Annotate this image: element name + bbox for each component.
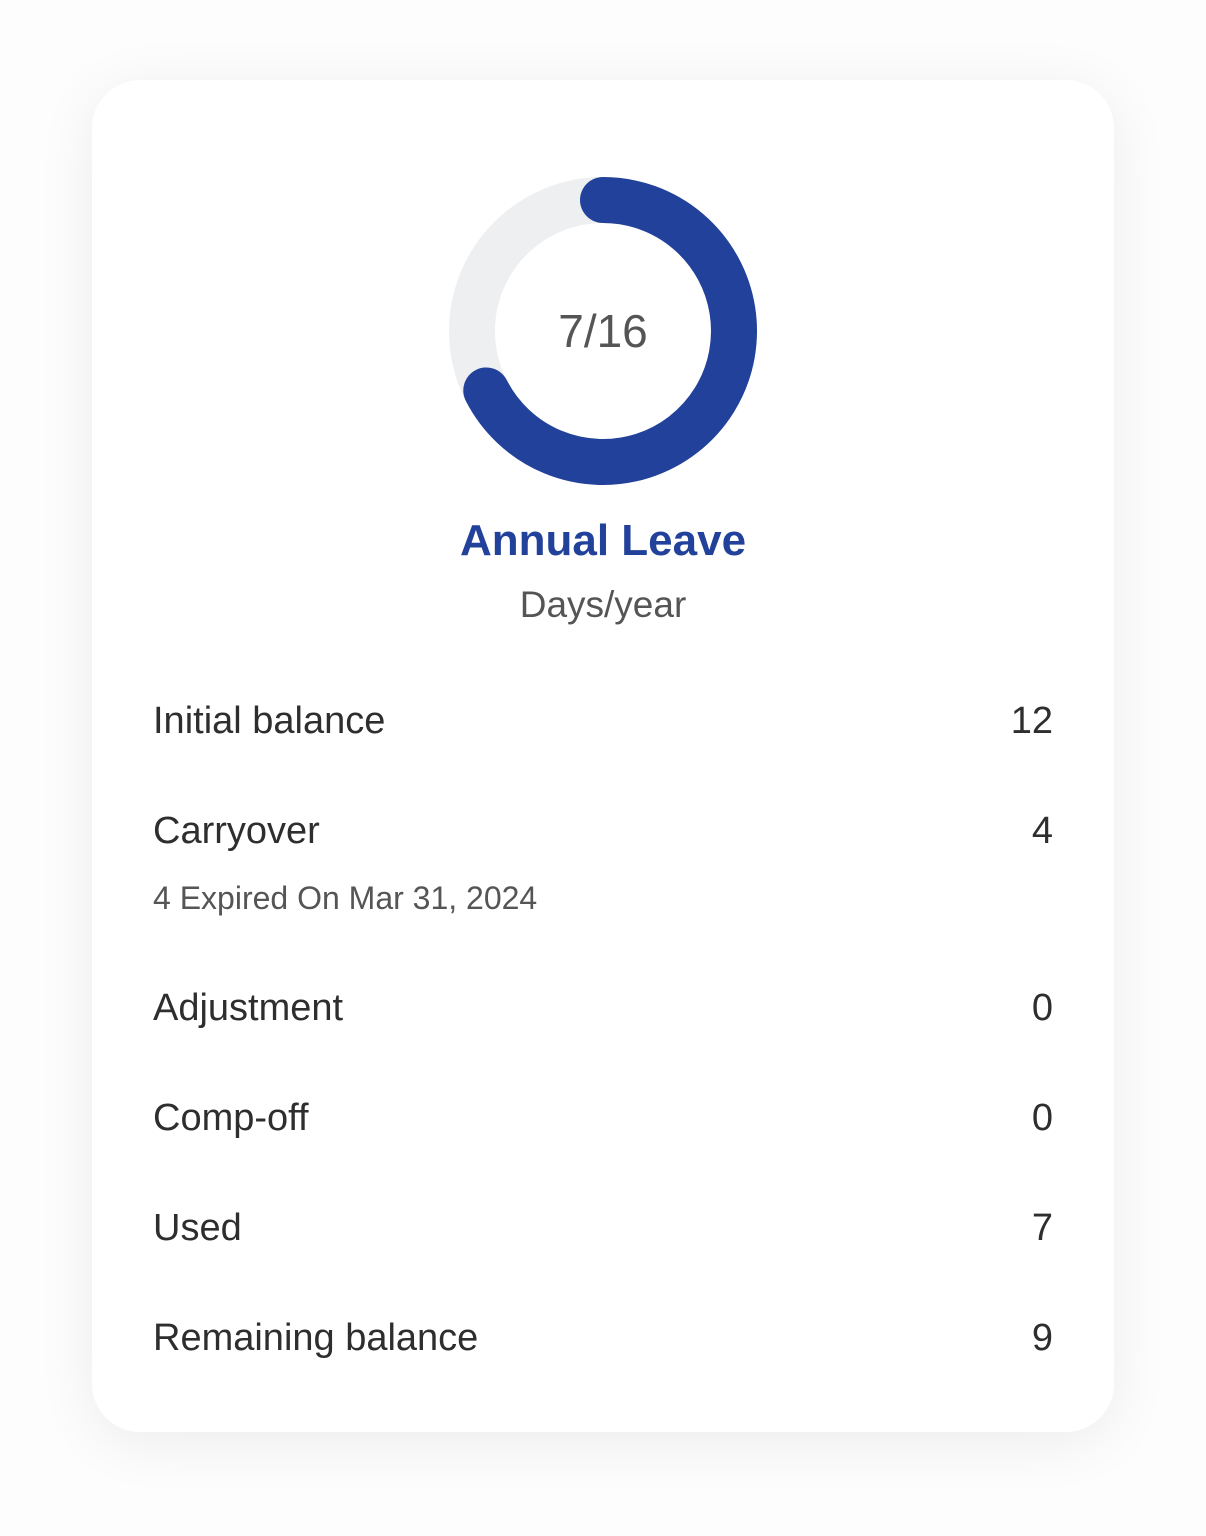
- row-comp-off: Comp-off 0: [153, 1097, 1053, 1140]
- row-value: 0: [1031, 987, 1053, 1029]
- leave-unit-subtitle: Days/year: [519, 584, 687, 625]
- row-value: 12: [1010, 700, 1053, 742]
- row-initial-balance: Initial balance 12: [153, 700, 1053, 743]
- leave-balance-card: [92, 80, 1114, 1432]
- donut-fill-arc: [463, 177, 757, 485]
- row-used: Used 7: [153, 1207, 1053, 1250]
- row-remaining-balance: Remaining balance 9: [153, 1317, 1053, 1360]
- leave-type-title: Annual Leave: [459, 516, 747, 565]
- donut-center-label: 7/16: [558, 305, 648, 357]
- row-label: Remaining balance: [153, 1317, 479, 1359]
- row-label: Adjustment: [153, 987, 344, 1029]
- row-label: Comp-off: [153, 1097, 309, 1139]
- row-value: 4: [1031, 810, 1053, 852]
- row-value: 7: [1031, 1207, 1053, 1249]
- row-label: Carryover: [153, 810, 320, 852]
- row-label: Used: [153, 1207, 242, 1249]
- row-value: 9: [1031, 1317, 1053, 1359]
- row-adjustment: Adjustment 0: [153, 987, 1053, 1030]
- row-value: 0: [1031, 1097, 1053, 1139]
- row-label: Initial balance: [153, 700, 386, 742]
- row-carryover: Carryover 4: [153, 810, 1053, 853]
- carryover-expiry-note: 4 Expired On Mar 31, 2024: [153, 880, 538, 916]
- leave-progress-donut: 7/16: [448, 176, 758, 486]
